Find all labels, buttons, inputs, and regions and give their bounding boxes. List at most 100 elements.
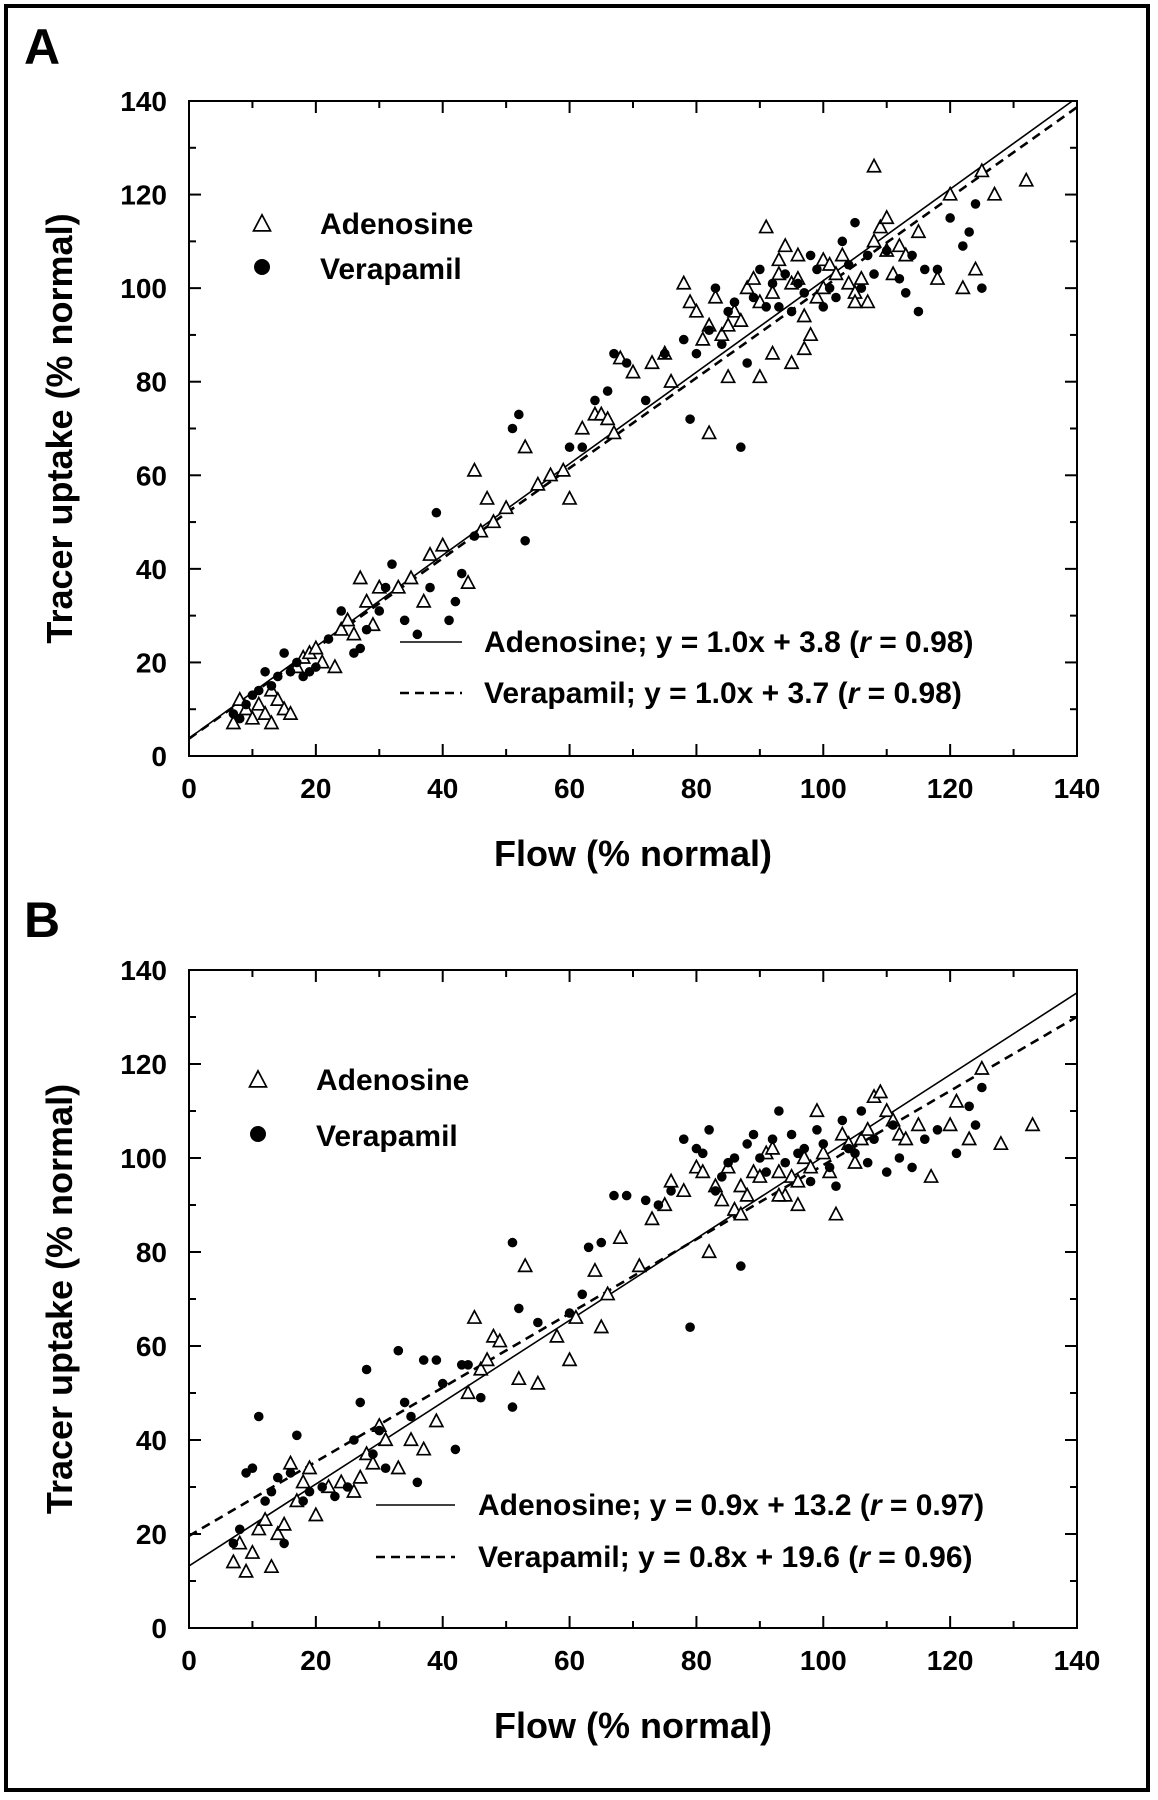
- legend-adenosine-marker: [248, 1069, 268, 1088]
- x-tick-label: 120: [927, 773, 974, 804]
- verapamil-point: [755, 1153, 765, 1163]
- verapamil-point: [355, 1397, 366, 1408]
- adenosine-point: [866, 232, 882, 248]
- verapamil-point: [824, 1162, 835, 1173]
- verapamil-point: [228, 1538, 239, 1549]
- verapamil-point: [507, 1237, 518, 1248]
- adenosine-point: [301, 1459, 318, 1475]
- verapamil-point: [907, 250, 917, 261]
- adenosine-point: [225, 714, 242, 730]
- adenosine-point: [568, 1308, 584, 1324]
- adenosine-point: [796, 340, 813, 356]
- verapamil-point: [285, 1468, 296, 1478]
- adenosine-point: [460, 574, 476, 590]
- panel-b-y-axis-title: Tracer uptake (% normal): [39, 1084, 80, 1514]
- verapamil-point: [253, 685, 264, 696]
- regression-line-verapamil: [188, 1015, 1078, 1538]
- adenosine-point: [847, 293, 863, 309]
- verapamil-point: [374, 606, 385, 616]
- adenosine-point: [282, 1454, 299, 1470]
- adenosine-point: [599, 1285, 616, 1301]
- verapamil-point: [799, 288, 810, 298]
- verapamil-point: [888, 1120, 898, 1130]
- verapamil-point: [786, 1129, 797, 1140]
- adenosine-point: [828, 265, 844, 281]
- adenosine-point: [828, 1205, 844, 1221]
- verapamil-point: [767, 1134, 778, 1144]
- adenosine-point: [878, 209, 895, 225]
- legend-adenosine-label: Adenosine: [320, 208, 473, 241]
- verapamil-point: [292, 1430, 302, 1441]
- adenosine-point: [346, 625, 362, 641]
- adenosine-point: [1024, 1116, 1041, 1132]
- adenosine-point: [346, 1482, 362, 1498]
- verapamil-point: [609, 1190, 619, 1201]
- adenosine-point: [910, 1116, 927, 1132]
- adenosine-point: [612, 1229, 629, 1245]
- panel-b-points: [225, 1059, 1041, 1578]
- verapamil-point: [273, 671, 283, 682]
- adenosine-point: [821, 255, 838, 271]
- verapamil-point: [437, 1378, 448, 1389]
- y-tick-label: 60: [136, 460, 167, 491]
- adenosine-point: [732, 1177, 749, 1193]
- adenosine-point: [720, 368, 737, 384]
- verapamil-point: [247, 1463, 258, 1473]
- adenosine-point: [891, 237, 908, 253]
- verapamil-point: [412, 1477, 423, 1488]
- verapamil-point: [279, 1538, 289, 1549]
- x-tick-label: 20: [300, 1645, 331, 1676]
- verapamil-point: [881, 245, 892, 256]
- adenosine-point: [872, 218, 889, 234]
- verapamil-point: [881, 1167, 892, 1177]
- verapamil-point: [837, 1115, 848, 1126]
- verapamil-point: [609, 348, 619, 359]
- adenosine-point: [942, 185, 959, 201]
- verapamil-point: [793, 278, 803, 289]
- verapamil-point: [774, 1106, 784, 1116]
- verapamil-point: [862, 1157, 873, 1168]
- adenosine-point: [555, 461, 572, 477]
- panel-b-legend: Adenosine Verapamil: [248, 1064, 469, 1153]
- adenosine-point: [574, 419, 591, 435]
- panel-a-points: [225, 157, 1035, 730]
- adenosine-point: [910, 223, 927, 239]
- verapamil-point: [507, 423, 518, 434]
- legend-adenosine-marker: [252, 213, 272, 232]
- verapamil-point: [824, 283, 835, 293]
- verapamil-point: [831, 1181, 841, 1191]
- y-tick-label: 100: [120, 1143, 167, 1174]
- verapamil-point: [273, 1472, 283, 1483]
- verapamil-point: [349, 1435, 359, 1445]
- verapamil-point: [323, 634, 334, 644]
- adenosine-point: [282, 705, 299, 721]
- adenosine-point: [422, 545, 438, 561]
- verapamil-point: [736, 442, 746, 453]
- x-tick-label: 60: [554, 1645, 585, 1676]
- verapamil-point: [780, 1157, 791, 1168]
- verapamil-point: [850, 1148, 860, 1159]
- verapamil-point: [951, 1148, 962, 1159]
- adenosine-point: [663, 372, 679, 388]
- verapamil-point: [799, 1143, 810, 1154]
- adenosine-point: [783, 354, 800, 370]
- legend-adenosine-label: Adenosine: [316, 1064, 469, 1097]
- verapamil-point: [583, 1242, 594, 1253]
- verapamil-point: [723, 306, 733, 317]
- verapamil-point: [266, 681, 277, 691]
- adenosine-point: [244, 709, 261, 725]
- adenosine-point: [250, 1520, 267, 1536]
- verapamil-point: [380, 1463, 391, 1473]
- verapamil-point: [336, 606, 347, 616]
- verapamil-point: [812, 264, 822, 275]
- verapamil-point: [399, 1397, 410, 1408]
- verapamil-point: [533, 1317, 543, 1328]
- verapamil-point: [774, 302, 784, 312]
- y-tick-label: 80: [136, 1237, 167, 1268]
- adenosine-point: [834, 246, 851, 262]
- verapamil-point: [710, 1186, 721, 1196]
- adenosine-point: [853, 1130, 870, 1146]
- verapamil-point: [691, 348, 702, 359]
- verapamil-point: [425, 582, 435, 593]
- adenosine-point: [390, 578, 407, 594]
